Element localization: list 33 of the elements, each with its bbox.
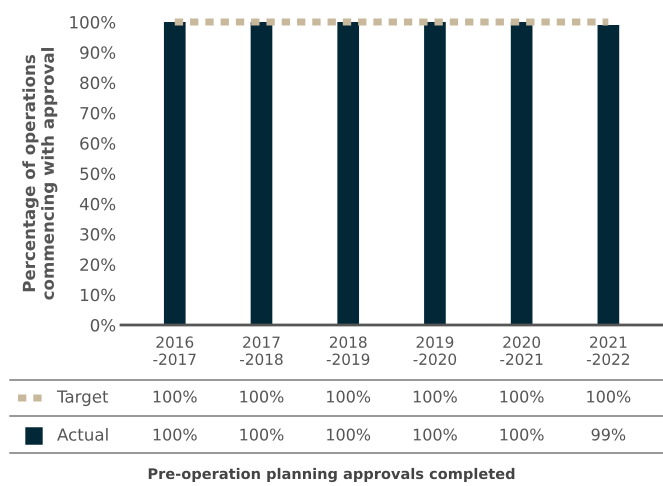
data-label: 100% [154, 390, 197, 403]
data-label: 100% [500, 390, 544, 403]
y-tick-label: 30% [80, 228, 116, 241]
y-tick-label: 100% [70, 16, 116, 29]
y-tick-label: 50% [80, 167, 116, 180]
x-tick-label: 2017 -2018 [240, 336, 283, 366]
y-axis-title: Percentage of operations commencing with approval [22, 48, 58, 300]
legend-label: Actual [57, 428, 108, 441]
x-tick-label: 2021 -2022 [586, 336, 630, 366]
data-label: 100% [327, 390, 370, 403]
y-tick-label: 90% [80, 46, 116, 59]
x-tick-label: 2018 -2019 [326, 336, 370, 366]
data-label: 100% [414, 428, 457, 441]
y-tick-label: 0% [90, 318, 116, 332]
data-label: 100% [414, 390, 457, 403]
data-label: 100% [500, 428, 544, 441]
data-label: 99% [592, 428, 626, 441]
y-tick-label: 70% [80, 106, 116, 120]
data-label: 100% [327, 428, 370, 441]
x-tick-label: 2016 -2017 [153, 336, 196, 366]
y-tick-label: 60% [80, 137, 116, 150]
x-tick-label: 2019 -2020 [413, 336, 456, 366]
y-tick-label: 10% [80, 288, 116, 302]
text: Pre-operation planning approvals completed [148, 468, 514, 482]
y-tick-label: 40% [80, 198, 116, 210]
y-tick-label: 20% [80, 258, 116, 271]
legend-label: Target [56, 390, 108, 406]
x-tick-label: 2020 -2021 [500, 336, 542, 366]
data-label: 100% [240, 390, 284, 403]
data-label: 100% [587, 390, 630, 403]
data-label: 100% [240, 428, 284, 441]
data-label: 100% [154, 428, 197, 441]
y-tick-label: 80% [80, 76, 116, 90]
